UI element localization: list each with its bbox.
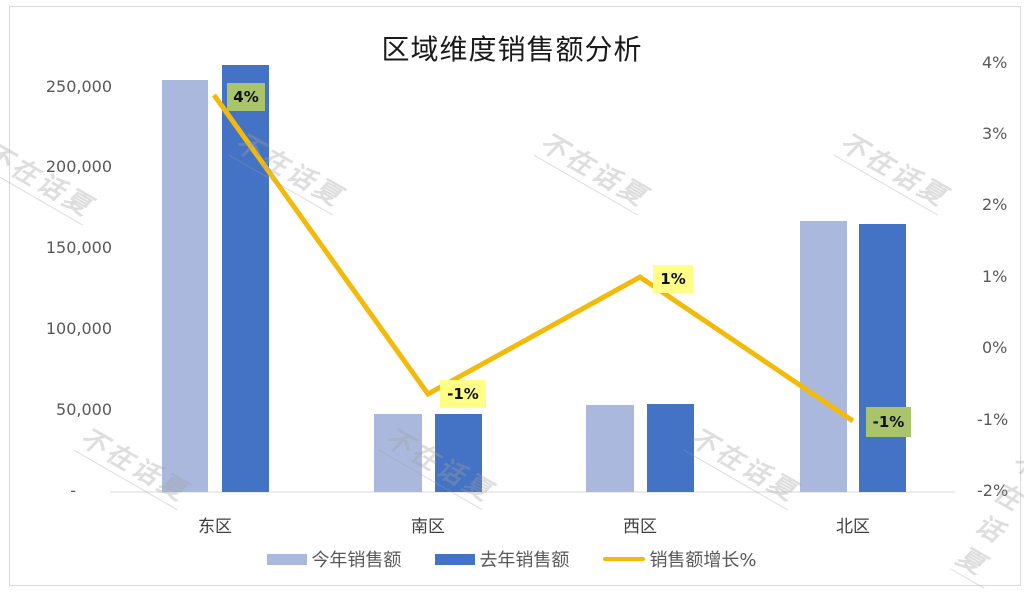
bar-last-year-west xyxy=(647,404,694,492)
left-tick-200000: 200,000 xyxy=(45,157,112,176)
bar-this-year-west xyxy=(586,405,634,492)
label-box-south xyxy=(440,380,486,408)
bar-this-year-south xyxy=(374,414,422,492)
legend-label-growth: 销售额增长% xyxy=(649,550,757,571)
x-label-south: 南区 xyxy=(411,517,445,537)
left-tick-0: - xyxy=(70,481,76,500)
legend-swatch-growth xyxy=(603,557,646,561)
right-tick-neg2: -2% xyxy=(977,481,1009,500)
left-tick-50000: 50,000 xyxy=(56,400,112,419)
chart-title: 区域维度销售额分析 xyxy=(381,33,643,66)
bar-last-year-north xyxy=(859,224,906,492)
left-tick-250000: 250,000 xyxy=(45,77,112,96)
left-tick-100000: 100,000 xyxy=(45,319,112,338)
legend-label-last-year: 去年销售额 xyxy=(479,550,570,571)
bar-last-year-south xyxy=(435,414,482,492)
data-label-west: 1% xyxy=(660,270,686,288)
label-box-north xyxy=(866,407,911,437)
data-label-east: 4% xyxy=(233,88,259,106)
right-tick-3: 3% xyxy=(982,124,1008,143)
label-box-east xyxy=(227,83,265,111)
left-tick-150000: 150,000 xyxy=(45,238,112,257)
right-tick-1: 1% xyxy=(982,267,1008,286)
label-box-west xyxy=(653,265,693,293)
legend-swatch-this-year xyxy=(267,553,308,565)
growth-line xyxy=(211,93,855,424)
legend-label-this-year: 今年销售额 xyxy=(311,550,402,571)
legend-item-this-year[interactable]: 今年销售额 xyxy=(267,546,401,572)
x-label-north: 北区 xyxy=(836,517,870,537)
right-tick-2: 2% xyxy=(982,195,1008,214)
legend-item-growth[interactable]: 销售额增长% xyxy=(603,546,757,572)
legend-swatch-last-year xyxy=(435,553,476,565)
x-label-east: 东区 xyxy=(198,517,232,537)
bar-last-year-east xyxy=(222,65,269,492)
x-label-west: 西区 xyxy=(623,517,657,537)
legend-item-last-year[interactable]: 去年销售额 xyxy=(435,546,569,572)
legend: 今年销售额 去年销售额 销售额增长% xyxy=(0,546,1024,572)
right-tick-4: 4% xyxy=(982,53,1008,72)
right-tick-neg1: -1% xyxy=(977,410,1009,429)
bar-this-year-east xyxy=(162,80,208,492)
data-label-south: -1% xyxy=(447,385,479,403)
bar-this-year-north xyxy=(800,221,847,492)
right-tick-0: 0% xyxy=(982,338,1008,357)
data-label-north: -1% xyxy=(872,413,905,431)
